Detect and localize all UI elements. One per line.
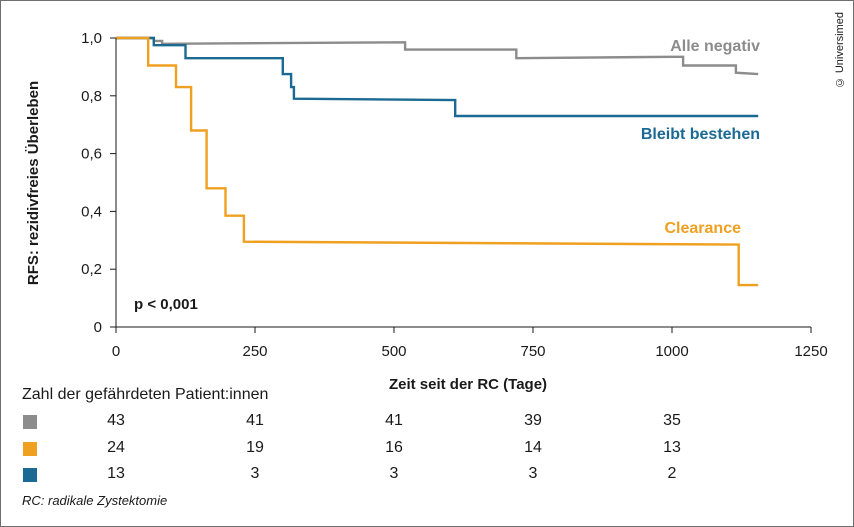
x-tick-label: 250 <box>242 343 267 360</box>
y-tick-label: 0,6 <box>81 146 102 163</box>
y-axis-title: RFS: rezidivfreies Überleben <box>25 81 42 285</box>
risk-count: 24 <box>107 439 125 456</box>
risk-count: 13 <box>663 439 681 456</box>
risk-count: 41 <box>246 412 264 429</box>
series-label-alle-negativ: Alle negativ <box>670 38 760 55</box>
risk-count: 16 <box>385 439 403 456</box>
x-tick-label: 1000 <box>655 343 688 360</box>
y-tick-label: 1,0 <box>81 30 102 47</box>
risk-count: 3 <box>389 465 399 482</box>
series-label-clearance: Clearance <box>665 220 742 237</box>
risk-row-color-swatch <box>23 415 37 429</box>
risk-count: 39 <box>524 412 542 429</box>
x-tick-label: 500 <box>381 343 406 360</box>
risk-count: 2 <box>667 465 677 482</box>
series-label-bleibt-bestehen: Bleibt bestehen <box>641 126 760 143</box>
y-tick-label: 0 <box>94 319 102 336</box>
risk-row-color-swatch <box>23 442 37 456</box>
copyright-notice: © Universimed <box>834 12 846 89</box>
risk-count: 13 <box>107 465 125 482</box>
risk-count: 41 <box>385 412 403 429</box>
risk-count: 14 <box>524 439 542 456</box>
y-tick-label: 0,4 <box>81 203 102 220</box>
risk-count: 43 <box>107 412 125 429</box>
axis-ticks: 0 250 500 750 1000 1250 0 0,2 0,4 0,6 0,8 1,0 <box>81 30 828 360</box>
p-value-annotation: p < 0,001 <box>134 296 198 313</box>
risk-count: 35 <box>663 412 681 429</box>
x-axis-title: Zeit seit der RC (Tage) <box>389 376 547 393</box>
risk-table-row: 13 3 3 3 2 <box>0 465 854 487</box>
risk-table-row: 24 19 16 14 13 <box>0 439 854 461</box>
x-tick-label: 750 <box>520 343 545 360</box>
risk-table-row: 43 41 41 39 35 <box>0 412 854 434</box>
risk-count: 3 <box>250 465 260 482</box>
x-tick-label: 1250 <box>794 343 827 360</box>
y-tick-label: 0,2 <box>81 261 102 278</box>
risk-table-title: Zahl der gefährdeten Patient:innen <box>22 386 269 403</box>
series-line-alle-negativ <box>116 36 759 76</box>
y-tick-label: 0,8 <box>81 88 102 105</box>
risk-row-color-swatch <box>23 468 37 482</box>
x-tick-label: 0 <box>112 343 120 360</box>
footnote: RC: radikale Zystektomie <box>22 493 168 508</box>
series-line-clearance <box>116 36 759 287</box>
risk-count: 3 <box>528 465 538 482</box>
series-line-bleibt-bestehen <box>116 36 759 118</box>
survival-curves <box>116 36 759 287</box>
risk-count: 19 <box>246 439 264 456</box>
